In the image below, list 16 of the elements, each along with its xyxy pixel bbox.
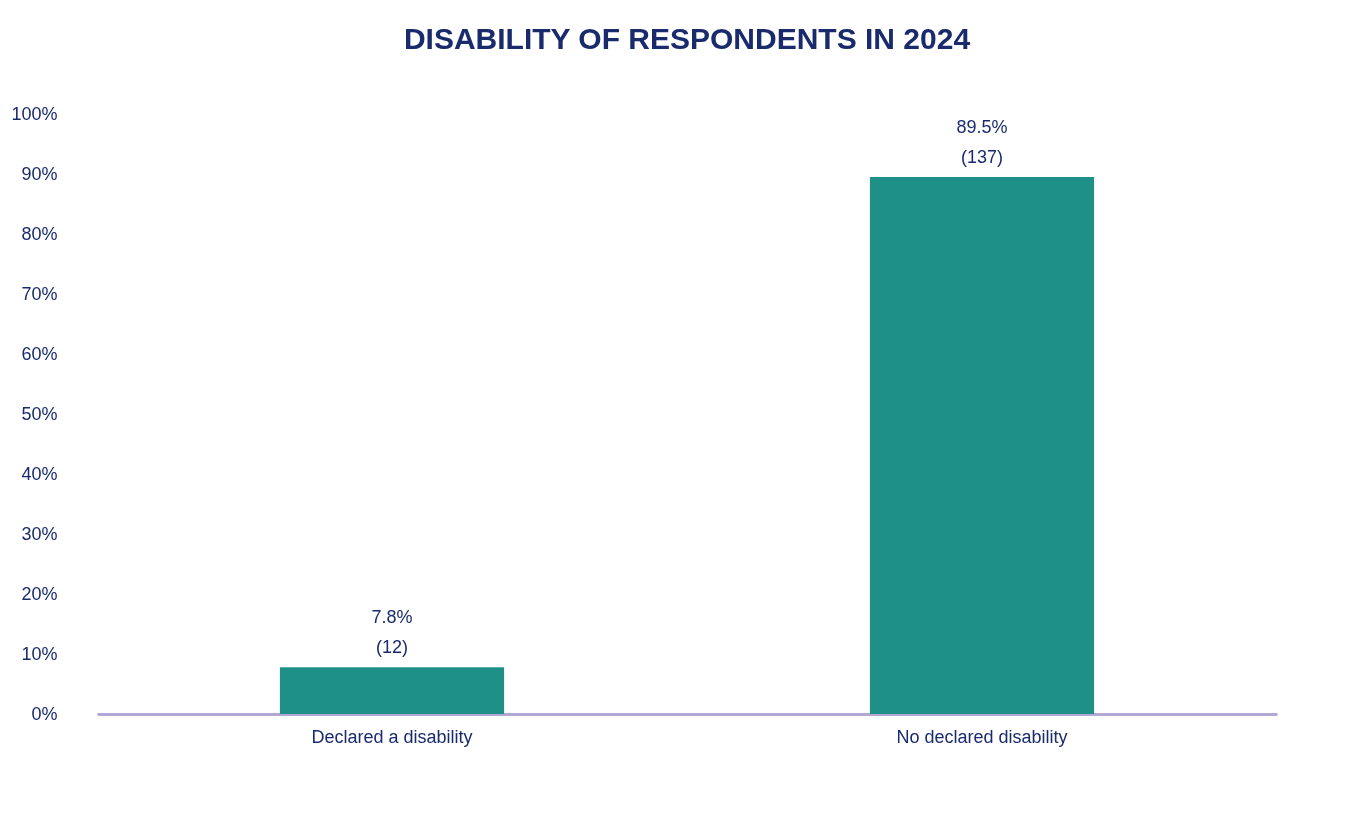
y-tick-label: 0% xyxy=(31,703,58,724)
y-tick-label: 50% xyxy=(21,403,58,424)
y-tick-label: 90% xyxy=(21,163,58,184)
y-tick-label: 20% xyxy=(21,583,58,604)
x-tick-label: Declared a disability xyxy=(311,726,473,747)
y-tick-label: 10% xyxy=(21,643,58,664)
y-tick-label: 40% xyxy=(21,463,58,484)
y-tick-label: 100% xyxy=(11,103,58,124)
data-label: 89.5% (137) xyxy=(956,117,1008,167)
y-tick-label: 70% xyxy=(21,283,58,304)
x-tick-label: No declared disability xyxy=(896,726,1068,747)
y-tick-label: 30% xyxy=(21,523,58,544)
chart-title: DISABILITY OF RESPONDENTS IN 2024 xyxy=(403,22,971,55)
data-label: 7.8% (12) xyxy=(371,607,413,658)
y-tick-label: 60% xyxy=(21,343,58,364)
y-tick-label: 80% xyxy=(21,223,58,244)
